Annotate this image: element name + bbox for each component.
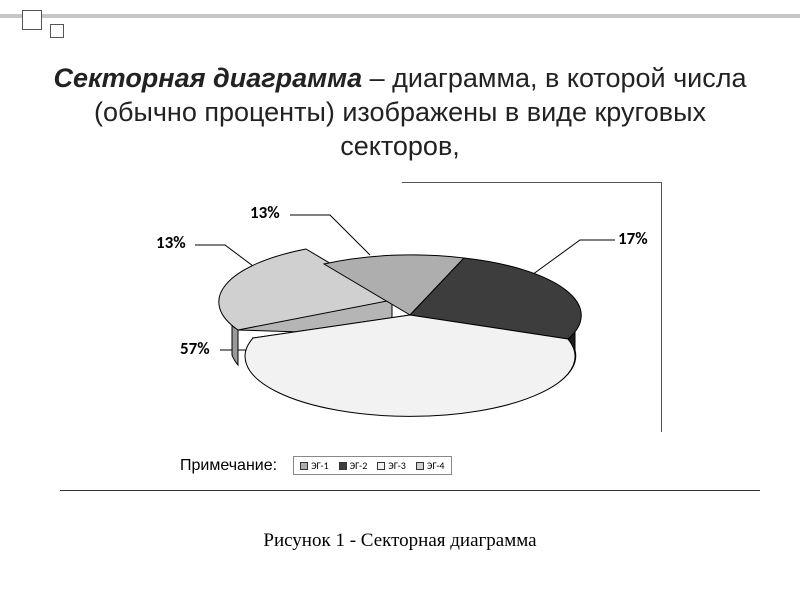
title-bold: Секторная диаграмма [53, 63, 362, 93]
legend-text-2: ЭГ-2 [350, 459, 368, 472]
swatch-3 [377, 462, 385, 470]
decor-square-large [22, 10, 42, 30]
legend-text-4: ЭГ-4 [427, 459, 445, 472]
note-row: Примечание: ЭГ-1 ЭГ-2 ЭГ-3 ЭГ-4 [180, 456, 452, 475]
figure-caption: Рисунок 1 - Секторная диаграмма [0, 530, 800, 552]
divider [60, 490, 760, 491]
pie-chart: 13% 17% 57% 13% [120, 180, 680, 460]
chart-frame-top [402, 182, 662, 183]
chart-frame-right [661, 182, 662, 432]
legend: ЭГ-1 ЭГ-2 ЭГ-3 ЭГ-4 [293, 456, 451, 475]
pie-svg [120, 180, 680, 460]
swatch-1 [300, 462, 308, 470]
legend-item-2: ЭГ-2 [339, 459, 368, 472]
legend-item-1: ЭГ-1 [300, 459, 329, 472]
legend-text-1: ЭГ-1 [311, 459, 329, 472]
pct-label-1: 13% [250, 202, 280, 223]
swatch-2 [339, 462, 347, 470]
legend-text-3: ЭГ-3 [388, 459, 406, 472]
legend-item-3: ЭГ-3 [377, 459, 406, 472]
decor-bar [0, 14, 800, 18]
decor-square-small [50, 24, 64, 38]
pct-label-3: 57% [180, 338, 210, 359]
swatch-4 [416, 462, 424, 470]
title-block: Секторная диаграмма – диаграмма, в котор… [50, 62, 750, 163]
pct-label-2: 17% [618, 228, 648, 249]
note-prefix: Примечание: [180, 457, 277, 475]
pct-label-4: 13% [156, 232, 186, 253]
legend-item-4: ЭГ-4 [416, 459, 445, 472]
